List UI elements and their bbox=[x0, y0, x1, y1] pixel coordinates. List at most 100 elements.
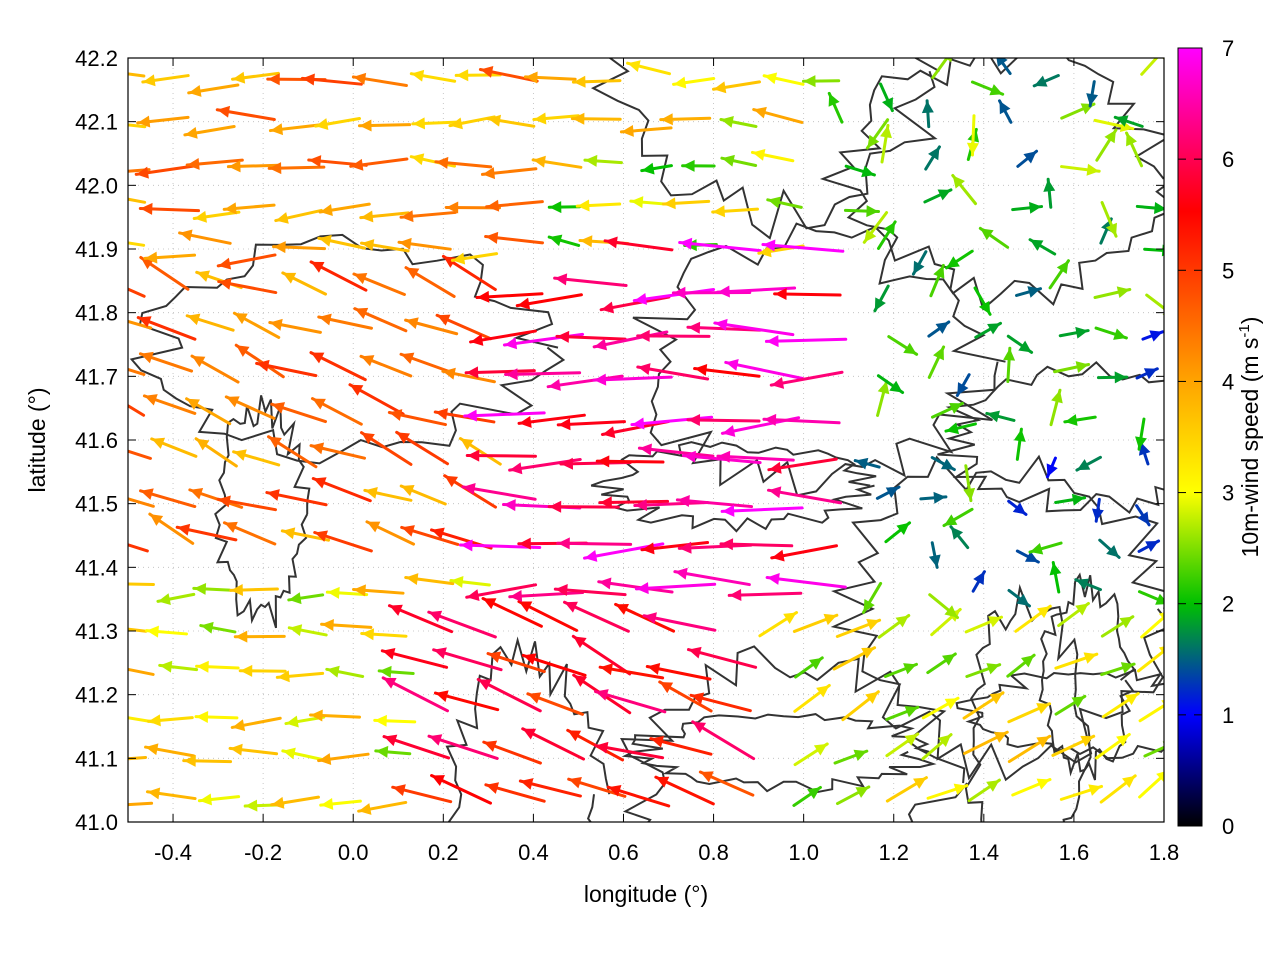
wind-vector bbox=[182, 754, 233, 767]
wind-vector bbox=[794, 656, 824, 679]
wind-vector bbox=[395, 430, 450, 466]
wind-vector bbox=[234, 343, 285, 379]
wind-vector bbox=[769, 370, 844, 389]
wind-vector bbox=[397, 237, 452, 251]
wind-vector bbox=[659, 113, 712, 126]
wind-vector bbox=[363, 487, 413, 502]
wind-vector bbox=[1046, 456, 1058, 479]
wind-vector bbox=[461, 482, 537, 501]
wind-vector bbox=[686, 646, 758, 669]
wind-vector bbox=[427, 734, 499, 760]
wind-vector bbox=[614, 602, 676, 633]
wind-vector bbox=[128, 168, 151, 173]
wind-vector bbox=[965, 663, 1002, 678]
wind-vector bbox=[486, 114, 536, 128]
wind-vector bbox=[927, 345, 946, 379]
colorbar-title-superscript: -1 bbox=[1236, 324, 1253, 337]
wind-vector bbox=[1096, 371, 1129, 384]
wind-vector bbox=[353, 307, 408, 333]
wind-vector bbox=[1058, 326, 1090, 339]
wind-vector bbox=[268, 123, 322, 136]
wind-vector bbox=[360, 628, 408, 641]
wind-vector bbox=[143, 251, 197, 264]
contour-line bbox=[964, 583, 1092, 822]
y-axis-ticks: 41.0 41.1 41.2 41.3 41.4 41.5 41.6 41.7 41.8 41.9… bbox=[75, 46, 1164, 835]
wind-vector bbox=[698, 770, 755, 797]
wind-vector bbox=[357, 800, 408, 815]
wind-vector bbox=[357, 119, 412, 132]
y-tick-label: 42.1 bbox=[75, 110, 118, 135]
wind-vector bbox=[973, 286, 992, 316]
wind-vector bbox=[287, 592, 325, 605]
wind-vector bbox=[373, 714, 417, 727]
wind-vector bbox=[1125, 131, 1144, 168]
wind-vector bbox=[862, 581, 883, 614]
wind-vector bbox=[268, 318, 322, 334]
x-tick-label: -0.4 bbox=[154, 840, 192, 865]
wind-vector bbox=[571, 634, 632, 676]
wind-vector bbox=[128, 123, 147, 129]
wind-vector bbox=[215, 105, 276, 121]
colorbar-tick-label: 2 bbox=[1222, 592, 1234, 617]
wind-vector bbox=[317, 313, 373, 330]
wind-vector bbox=[145, 625, 188, 638]
wind-vector bbox=[270, 402, 327, 424]
wind-vector bbox=[1093, 286, 1132, 300]
wind-vector bbox=[555, 330, 627, 343]
wind-vector bbox=[865, 118, 890, 150]
wind-vector bbox=[801, 75, 841, 88]
wind-vector bbox=[139, 256, 190, 291]
wind-vector bbox=[449, 575, 491, 588]
wind-vector bbox=[1074, 578, 1102, 592]
contour-line bbox=[819, 58, 1164, 311]
wind-vector bbox=[658, 680, 713, 713]
wind-vector bbox=[944, 422, 977, 435]
wind-vector bbox=[1054, 493, 1087, 506]
wind-vector bbox=[226, 160, 282, 173]
wind-vector bbox=[317, 752, 370, 765]
wind-vector bbox=[144, 743, 196, 758]
wind-vector bbox=[563, 600, 630, 633]
wind-vector bbox=[309, 260, 368, 292]
wind-vector bbox=[571, 75, 622, 88]
wind-vector bbox=[885, 705, 920, 721]
wind-vector bbox=[963, 730, 1009, 755]
wind-vector bbox=[773, 288, 842, 301]
wind-vector bbox=[309, 351, 367, 382]
wind-vector bbox=[1098, 538, 1121, 559]
wind-vector bbox=[1141, 330, 1164, 342]
wind-vectors bbox=[128, 58, 1164, 815]
wind-vector bbox=[575, 199, 622, 212]
wind-vector bbox=[313, 530, 373, 553]
wind-vector bbox=[713, 318, 795, 337]
wind-vector bbox=[843, 205, 881, 218]
wind-vector bbox=[365, 520, 416, 546]
wind-vector bbox=[281, 747, 323, 761]
wind-vector bbox=[128, 287, 146, 298]
wind-vector bbox=[232, 311, 281, 339]
x-axis-ticks: -0.4 -0.2 0.0 0.2 0.4 0.6 0.8 1.0 1.2 1.4 1.6 1.8 bbox=[154, 58, 1179, 865]
wind-vector bbox=[349, 157, 409, 171]
wind-vector bbox=[1137, 646, 1164, 673]
wind-vector bbox=[275, 670, 325, 683]
wind-vector bbox=[233, 630, 286, 643]
wind-vector bbox=[880, 123, 892, 164]
wind-vector bbox=[681, 159, 716, 172]
wind-vector bbox=[458, 437, 502, 466]
wind-vector bbox=[1135, 201, 1164, 214]
wind-vector bbox=[649, 735, 713, 756]
wind-vector bbox=[432, 647, 503, 672]
wind-vector bbox=[310, 397, 363, 426]
wind-vector bbox=[945, 249, 974, 270]
wind-vector bbox=[603, 236, 674, 252]
wind-vector bbox=[411, 117, 459, 130]
wind-vector bbox=[454, 69, 502, 82]
wind-vector bbox=[1135, 504, 1151, 527]
wind-vector bbox=[1140, 612, 1164, 639]
x-tick-label: 0.0 bbox=[338, 840, 369, 865]
wind-vector bbox=[1057, 601, 1090, 628]
wind-vector bbox=[876, 379, 890, 417]
wind-vector bbox=[1015, 286, 1043, 298]
wind-vector bbox=[481, 597, 543, 628]
